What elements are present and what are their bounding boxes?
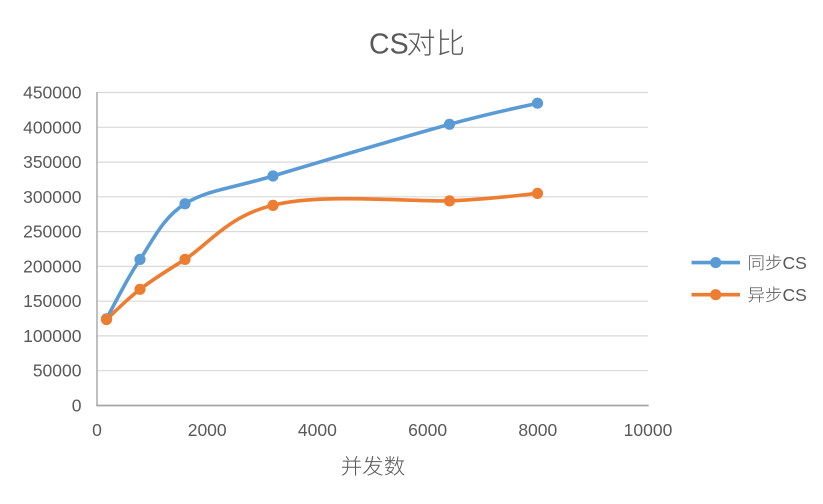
svg-text:8000: 8000 bbox=[518, 420, 557, 440]
svg-text:200000: 200000 bbox=[23, 256, 82, 276]
svg-text:0: 0 bbox=[92, 420, 102, 440]
svg-text:250000: 250000 bbox=[23, 222, 82, 242]
svg-text:4000: 4000 bbox=[298, 420, 337, 440]
svg-text:350000: 350000 bbox=[23, 152, 82, 172]
svg-text:CS: CS bbox=[369, 29, 409, 61]
svg-text:50000: 50000 bbox=[33, 361, 82, 381]
svg-text:2000: 2000 bbox=[188, 420, 227, 440]
svg-text:CS: CS bbox=[783, 253, 807, 273]
svg-text:10000: 10000 bbox=[624, 420, 673, 440]
svg-text:CS: CS bbox=[783, 285, 807, 305]
svg-text:450000: 450000 bbox=[23, 83, 82, 103]
svg-text:100000: 100000 bbox=[23, 326, 82, 346]
svg-text:6000: 6000 bbox=[408, 420, 447, 440]
svg-text:150000: 150000 bbox=[23, 291, 82, 311]
svg-text:400000: 400000 bbox=[23, 117, 82, 137]
svg-text:300000: 300000 bbox=[23, 187, 82, 207]
svg-text:0: 0 bbox=[72, 396, 82, 416]
